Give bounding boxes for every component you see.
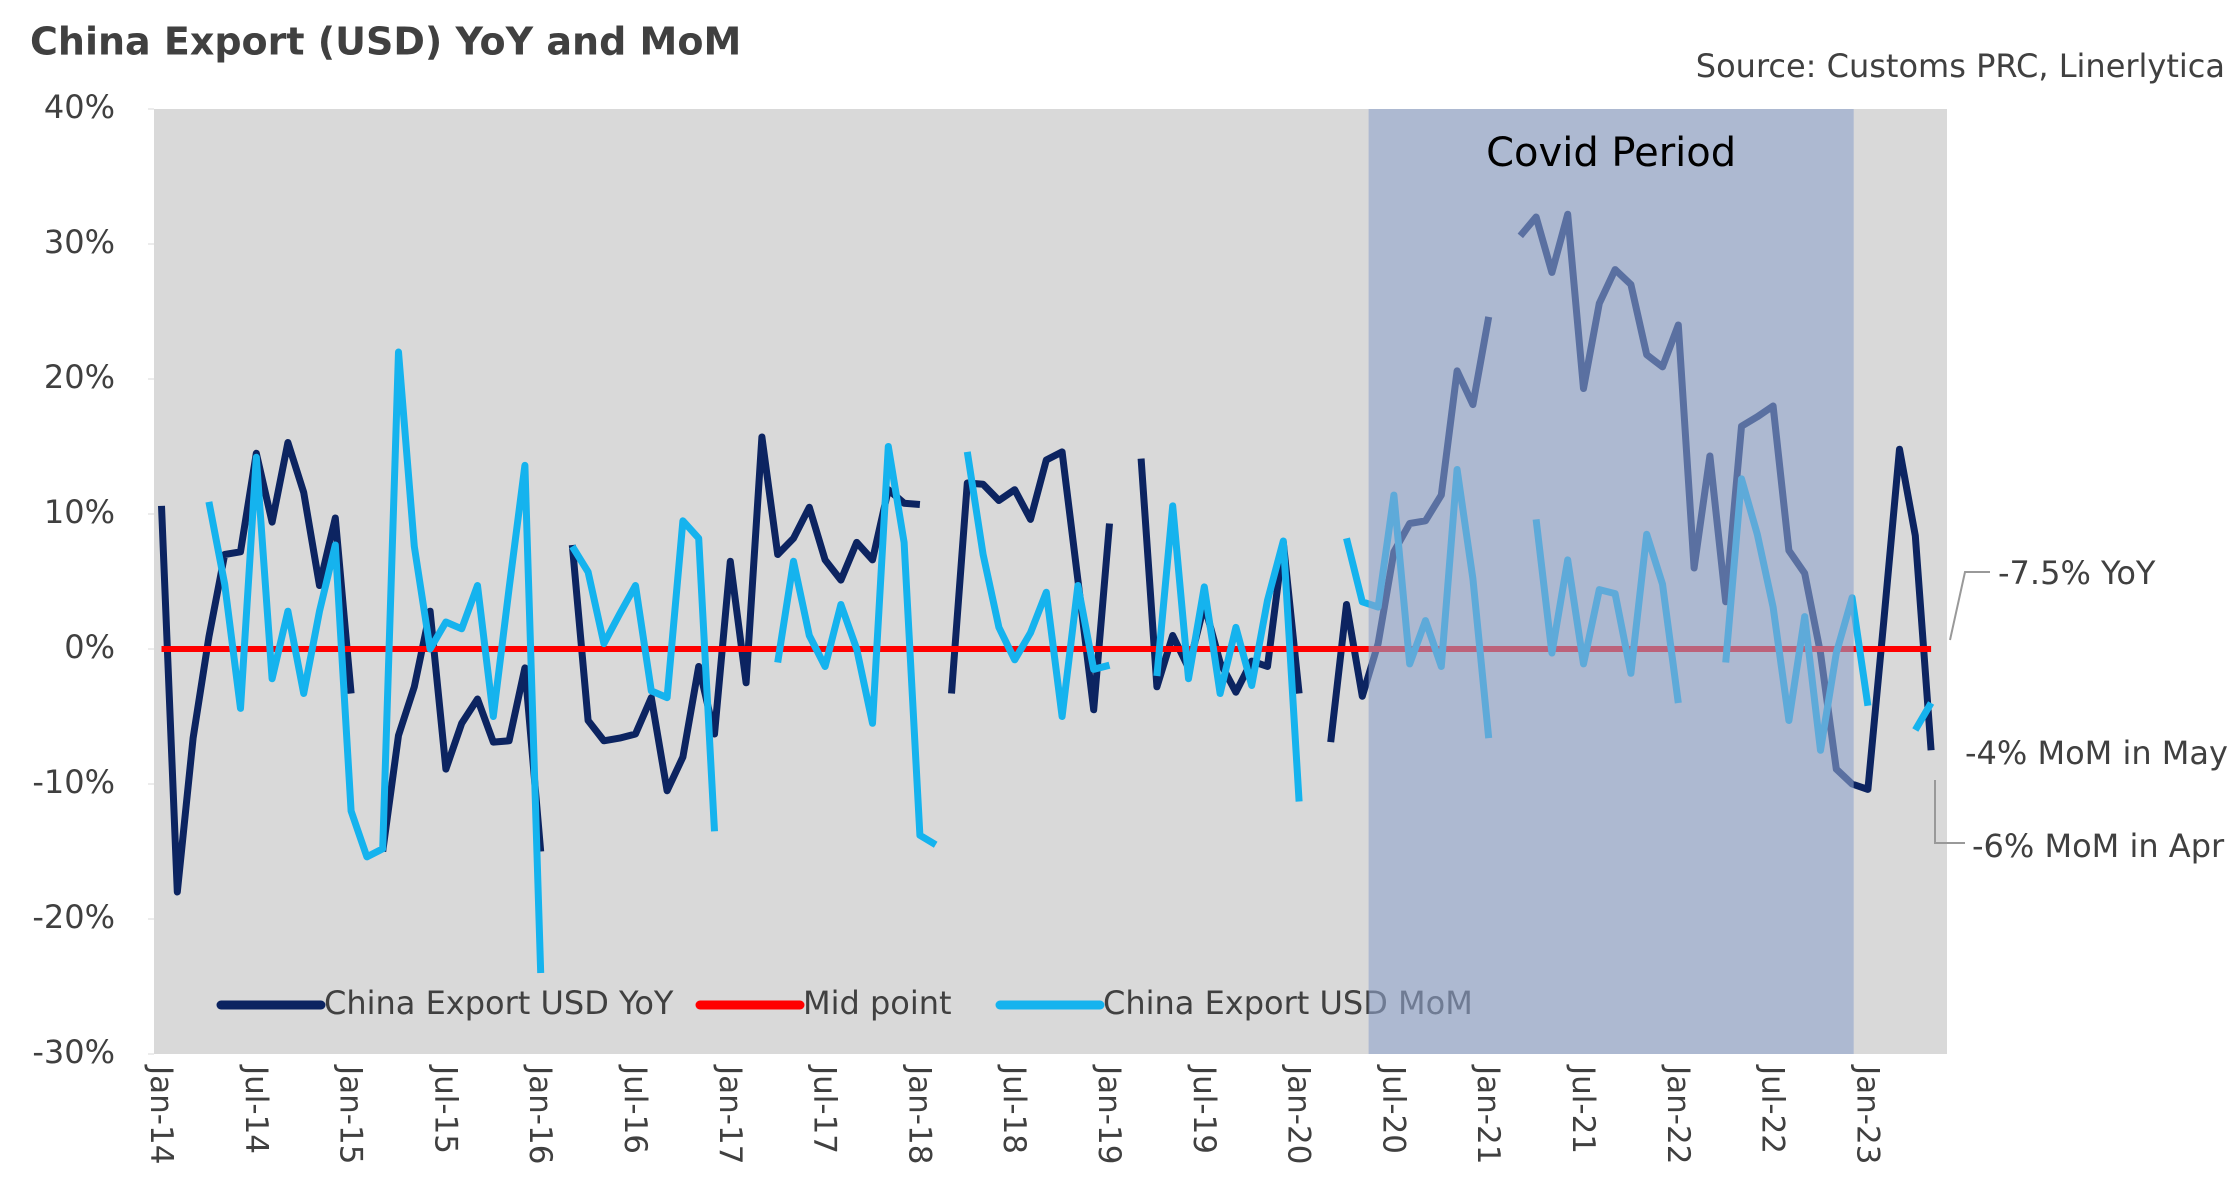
x-tick-label: Jul-18 <box>996 1064 1032 1154</box>
x-tick-label: Jan-17 <box>712 1064 748 1164</box>
x-tick-label: Jul-20 <box>1375 1064 1411 1154</box>
source: Source: Customs PRC, Linerlytica <box>1696 47 2225 85</box>
legend-label: China Export USD YoY <box>324 984 674 1022</box>
x-tick-label: Jan-14 <box>143 1064 179 1164</box>
region-label: Covid Period <box>1486 130 1736 176</box>
annotation: -6% MoM in Apr <box>1972 827 2225 865</box>
y-tick-label: 10% <box>44 493 115 531</box>
x-tick-label: Jul-17 <box>807 1064 843 1154</box>
x-tick-label: Jul-15 <box>427 1064 463 1154</box>
y-tick-label: 30% <box>44 223 115 261</box>
y-tick-label: -20% <box>32 898 115 936</box>
x-tick-label: Jan-20 <box>1281 1064 1317 1164</box>
callout-line <box>1934 780 1965 844</box>
x-tick-label: Jan-19 <box>1091 1064 1127 1164</box>
annotation: -7.5% YoY <box>1998 554 2156 592</box>
shaded-region <box>1368 109 1854 1054</box>
callout-line <box>1949 571 1990 641</box>
legend-label: Mid point <box>803 984 952 1022</box>
x-tick-label: Jan-15 <box>333 1064 369 1164</box>
x-tick-label: Jan-18 <box>901 1064 937 1164</box>
y-tick-label: -30% <box>32 1033 115 1071</box>
x-tick-label: Jan-22 <box>1660 1064 1696 1164</box>
x-tick-label: Jan-16 <box>522 1064 558 1164</box>
y-tick-label: 0% <box>64 628 115 666</box>
series-line <box>158 210 1935 896</box>
x-tick-label: Jan-23 <box>1849 1064 1885 1164</box>
chart-title: China Export (USD) YoY and MoM <box>30 20 741 64</box>
x-tick-label: Jul-22 <box>1755 1064 1791 1154</box>
x-tick-label: Jul-16 <box>617 1064 653 1154</box>
y-tick-label: 40% <box>44 88 115 126</box>
y-tick-label: -10% <box>32 763 115 801</box>
y-tick-label: 20% <box>44 358 115 396</box>
x-tick-label: Jan-21 <box>1470 1064 1506 1164</box>
x-tick-label: Jul-19 <box>1186 1064 1222 1154</box>
x-tick-label: Jul-21 <box>1565 1064 1601 1154</box>
x-tick-label: Jul-14 <box>238 1064 274 1154</box>
annotation: -4% MoM in May <box>1965 734 2228 772</box>
